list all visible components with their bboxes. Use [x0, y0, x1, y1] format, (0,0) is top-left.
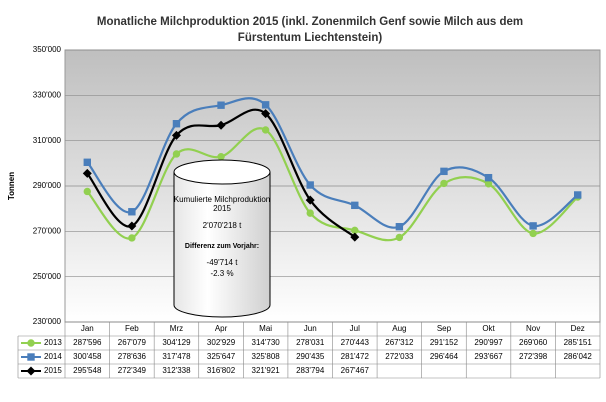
- y-tick-label: 330'000: [33, 90, 62, 99]
- point: [440, 167, 448, 176]
- point: [172, 150, 181, 158]
- x-tick-label: Mrz: [170, 324, 183, 333]
- y-tick-label: 310'000: [33, 136, 62, 145]
- table-value: 267'467: [341, 366, 370, 375]
- legend-label: 2013: [44, 338, 62, 347]
- y-tick-label: 290'000: [33, 181, 62, 190]
- point: [217, 101, 225, 109]
- cylinder-top: [173, 159, 271, 185]
- legend-marker: [27, 353, 35, 361]
- point: [171, 130, 181, 140]
- annotation: Kumulierte Milchproduktion: [174, 195, 271, 204]
- x-tick-label: Nov: [526, 324, 540, 333]
- table-value: 272'349: [118, 366, 147, 375]
- x-tick-label: Dez: [571, 324, 585, 333]
- table-value: 281'472: [341, 352, 370, 361]
- table-value: 293'667: [474, 352, 503, 361]
- point: [127, 221, 137, 231]
- point: [83, 187, 91, 196]
- x-tick-label: Okt: [482, 324, 495, 333]
- x-tick-label: Apr: [215, 324, 228, 333]
- legend-label: 2014: [44, 352, 62, 361]
- table-value: 312'338: [162, 366, 191, 375]
- table-value: 290'997: [474, 338, 503, 347]
- table-value: 285'151: [564, 338, 593, 347]
- point: [574, 191, 582, 199]
- table-value: 317'478: [162, 352, 191, 361]
- table-value: 272'033: [385, 352, 414, 361]
- point: [216, 120, 226, 130]
- annotation: 2015: [213, 204, 231, 213]
- table-value: 291'152: [430, 338, 459, 347]
- x-tick-label: Jan: [81, 324, 94, 333]
- table-value: 278'636: [118, 352, 147, 361]
- table-value: 302'929: [207, 338, 236, 347]
- point: [395, 233, 404, 242]
- point: [305, 195, 315, 205]
- legend-marker: [26, 366, 36, 376]
- y-tick-label: 270'000: [33, 226, 62, 235]
- y-tick-label: 350'000: [33, 45, 62, 54]
- table-value: 267'312: [385, 338, 414, 347]
- table-value: 270'443: [341, 338, 370, 347]
- table-value: 267'079: [118, 338, 147, 347]
- x-tick-label: Aug: [392, 324, 406, 333]
- table-value: 278'031: [296, 338, 325, 347]
- point: [440, 179, 448, 188]
- table-value: 316'802: [207, 366, 236, 375]
- table-value: 295'548: [73, 366, 102, 375]
- y-tick-label: 250'000: [33, 272, 62, 281]
- table-value: 296'464: [430, 352, 459, 361]
- table-value: 304'129: [162, 338, 191, 347]
- point: [261, 101, 270, 109]
- cylinder-fill: [174, 172, 270, 305]
- point: [172, 120, 181, 128]
- table-value: 325'647: [207, 352, 236, 361]
- annotation: -49'714 t: [207, 258, 239, 267]
- x-tick-label: Jul: [350, 324, 360, 333]
- point: [395, 223, 404, 231]
- point: [529, 229, 537, 238]
- point: [529, 222, 537, 230]
- table-value: 325'808: [252, 352, 281, 361]
- legend-label: 2015: [44, 366, 62, 375]
- annotation: -2.3 %: [210, 269, 233, 278]
- legend-marker: [27, 339, 35, 347]
- point: [128, 208, 136, 216]
- point: [350, 232, 360, 242]
- annotation: 2'070'218 t: [203, 221, 242, 230]
- point: [351, 201, 359, 210]
- point: [261, 109, 271, 119]
- table-value: 290'435: [296, 352, 325, 361]
- table-value: 321'921: [252, 366, 281, 375]
- point: [484, 173, 493, 182]
- annotation: Differenz zum Vorjahr:: [185, 243, 259, 250]
- point: [484, 180, 493, 188]
- chart-title: Fürstentum Liechtenstein): [238, 32, 383, 44]
- series-line: [86, 127, 579, 242]
- x-tick-label: Mai: [259, 324, 272, 333]
- table-value: 314'730: [252, 338, 281, 347]
- chart-title: Monatliche Milchproduktion 2015 (inkl. Z…: [97, 16, 523, 28]
- point: [261, 126, 270, 134]
- point: [306, 209, 314, 217]
- point: [217, 152, 225, 161]
- x-tick-label: Feb: [125, 324, 139, 333]
- table-value: 300'458: [73, 352, 102, 361]
- x-tick-label: Sep: [437, 324, 452, 333]
- point: [306, 181, 314, 189]
- table-value: 283'794: [296, 366, 325, 375]
- y-axis-label: Tonnen: [7, 172, 16, 200]
- point: [83, 158, 91, 166]
- point: [82, 168, 92, 178]
- x-tick-label: Jun: [304, 324, 317, 333]
- table-value: 287'596: [73, 338, 102, 347]
- table-value: 286'042: [564, 352, 593, 361]
- table-value: 272'398: [519, 352, 548, 361]
- y-tick-label: 230'000: [33, 317, 62, 326]
- point: [128, 234, 136, 242]
- table-value: 269'060: [519, 338, 548, 347]
